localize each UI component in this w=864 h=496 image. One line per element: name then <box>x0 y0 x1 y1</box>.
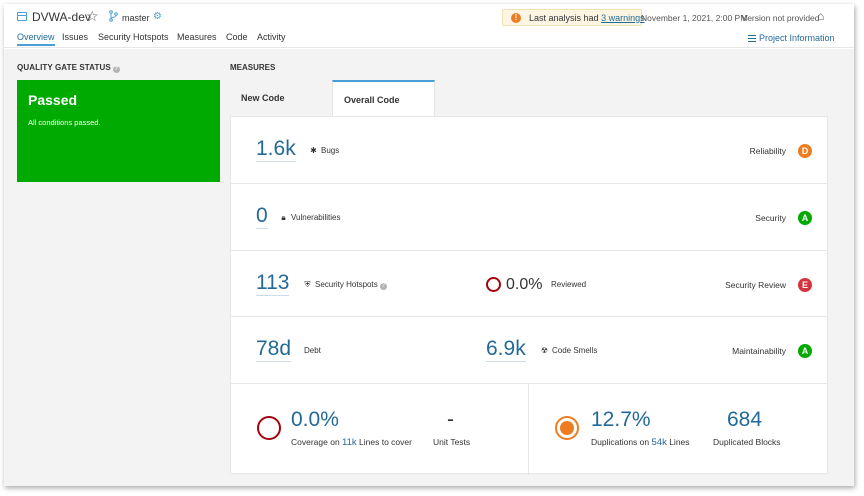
version-text: Version not provided <box>742 13 820 23</box>
code-smells-value[interactable]: 6.9k <box>486 337 526 362</box>
warnings-link[interactable]: 3 warnings <box>601 13 645 23</box>
quality-gate-status: Passed <box>28 92 78 108</box>
security-hotspots-row: 113 ⛨ Security Hotspots? 0.0% Reviewed Se… <box>231 251 827 317</box>
lines-to-cover-value[interactable]: 11k <box>342 437 357 448</box>
tab-overview[interactable]: Overview <box>17 32 55 46</box>
coverage-ring-icon <box>257 416 281 440</box>
coverage-sub-suffix: Lines to cover <box>359 437 412 447</box>
branch-settings-gear-icon[interactable]: ⚙ <box>153 11 162 22</box>
security-review-rating[interactable]: E <box>798 278 812 292</box>
duplicated-blocks-value[interactable]: 684 <box>727 408 763 431</box>
code-smell-icon: ☢ <box>540 346 549 355</box>
unit-tests-label: Unit Tests <box>433 437 471 447</box>
measures-title: MEASURES <box>230 63 276 72</box>
tab-issues[interactable]: Issues <box>62 32 89 42</box>
warning-text: Last analysis had <box>529 13 599 23</box>
home-icon[interactable]: ⌂ <box>817 9 825 23</box>
quality-gate-status-box: Passed All conditions passed. <box>17 80 220 182</box>
bugs-label: Bugs <box>321 146 340 155</box>
shield-icon: ⛨ <box>304 280 311 289</box>
reviewed-value[interactable]: 0.0% <box>506 276 543 293</box>
security-rating[interactable]: A <box>798 211 812 225</box>
duplications-sub-prefix: Duplications on <box>591 437 650 447</box>
lock-icon: 🔒︎ <box>281 213 286 222</box>
hotspots-help-icon[interactable]: ? <box>379 283 387 290</box>
app-window: DVWA-dev ☆ master ⚙ ! Last analysis had … <box>4 4 854 486</box>
tab-overall-code[interactable]: Overall Code <box>332 80 435 116</box>
analysis-date: November 1, 2021, 2:00 PM <box>641 13 748 23</box>
tab-activity[interactable]: Activity <box>257 32 286 42</box>
quality-gate-description: All conditions passed. <box>28 118 101 127</box>
duplications-ring-icon <box>555 416 579 440</box>
maintainability-row: 78d Debt 6.9k ☢ Code Smells Maintainabili… <box>231 317 827 384</box>
measures-panel: 1.6k ✱ Bugs Reliability D 0 🔒︎ Vulnerabili… <box>230 116 828 475</box>
duplicated-blocks-label: Duplicated Blocks <box>713 437 781 447</box>
project-information-label[interactable]: Project Information <box>759 33 835 43</box>
divider <box>528 384 529 475</box>
tab-measures[interactable]: Measures <box>177 32 217 42</box>
main-content: QUALITY GATE STATUS? Passed All conditio… <box>4 49 854 486</box>
tab-code[interactable]: Code <box>226 32 248 42</box>
project-header: DVWA-dev ☆ master ⚙ ! Last analysis had … <box>4 4 854 48</box>
hotspots-value[interactable]: 113 <box>256 271 290 296</box>
project-name[interactable]: DVWA-dev <box>32 10 91 24</box>
maintainability-label: Maintainability <box>732 346 786 356</box>
coverage-value[interactable]: 0.0% <box>291 408 339 431</box>
duplications-value[interactable]: 12.7% <box>591 408 651 431</box>
list-icon <box>748 35 756 42</box>
reliability-label: Reliability <box>749 146 786 156</box>
tab-new-code[interactable]: New Code <box>230 80 332 116</box>
debt-value[interactable]: 78d <box>256 337 292 362</box>
bugs-value[interactable]: 1.6k <box>256 137 296 162</box>
quality-gate-title: QUALITY GATE STATUS? <box>17 63 120 73</box>
duplications-sub-suffix: Lines <box>669 437 690 447</box>
bug-icon: ✱ <box>310 146 317 155</box>
favorite-star-icon[interactable]: ☆ <box>86 8 99 24</box>
maintainability-rating[interactable]: A <box>798 344 812 358</box>
coverage-duplications-row: 0.0% Coverage on 11k Lines to cover - Un… <box>231 384 827 475</box>
tab-overall-code-label[interactable]: Overall Code <box>344 95 400 105</box>
tab-new-code-label[interactable]: New Code <box>241 93 285 103</box>
tab-security-hotspots[interactable]: Security Hotspots <box>98 32 169 42</box>
duplications-ring-fill <box>560 421 574 435</box>
coverage-sub-prefix: Coverage on <box>291 437 340 447</box>
project-icon <box>17 12 27 21</box>
bugs-row: 1.6k ✱ Bugs Reliability D <box>231 117 827 184</box>
duplication-lines-value[interactable]: 54k <box>651 437 667 448</box>
unit-tests-value[interactable]: - <box>447 408 454 431</box>
help-icon[interactable]: ? <box>112 66 120 73</box>
reliability-rating[interactable]: D <box>798 144 812 158</box>
security-label: Security <box>755 213 786 223</box>
vulnerabilities-row: 0 🔒︎ Vulnerabilities Security A <box>231 184 827 251</box>
vulnerabilities-label: Vulnerabilities <box>291 213 341 222</box>
debt-label: Debt <box>304 346 321 355</box>
branch-name[interactable]: master <box>122 13 150 23</box>
branch-icon <box>109 10 118 22</box>
analysis-warning-banner: ! Last analysis had 3 warnings <box>502 9 645 26</box>
warning-icon: ! <box>511 13 521 23</box>
project-information-link[interactable]: Project Information <box>748 33 835 43</box>
reviewed-ring-icon <box>486 277 501 292</box>
reviewed-label: Reviewed <box>551 280 587 289</box>
quality-gate-title-text: QUALITY GATE STATUS <box>17 63 111 72</box>
vulnerabilities-value[interactable]: 0 <box>256 204 268 229</box>
code-smells-label: Code Smells <box>552 346 598 355</box>
security-review-label: Security Review <box>725 280 786 290</box>
hotspots-label: Security Hotspots <box>315 280 378 289</box>
